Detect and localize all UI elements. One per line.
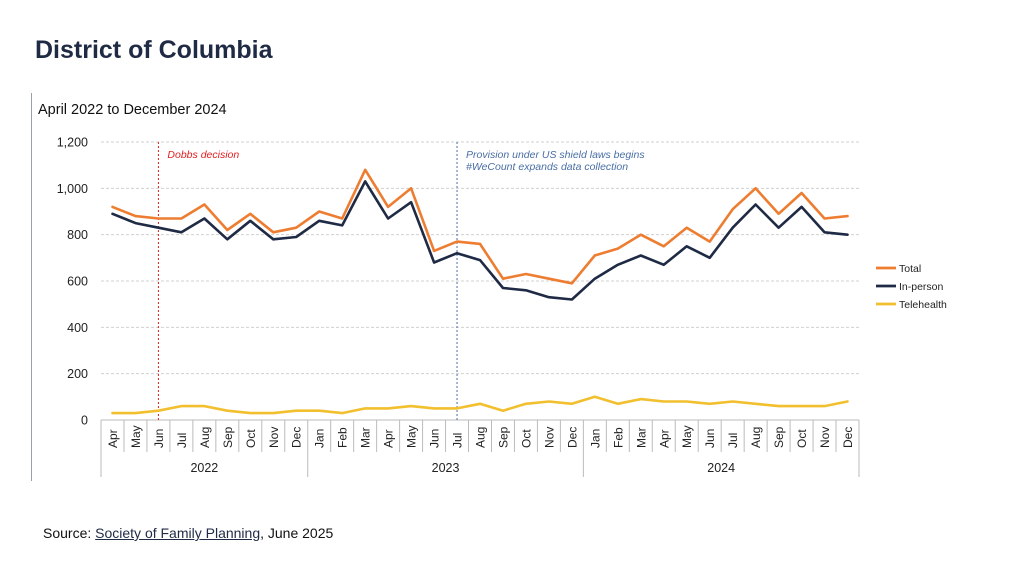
x-tick-label: Dec [290, 427, 304, 448]
x-tick-label: Jun [152, 429, 166, 448]
y-tick-label: 0 [81, 414, 88, 428]
source-prefix: Source: [43, 525, 96, 541]
x-tick-label: Aug [749, 427, 763, 448]
source-note: Source: Society of Family Planning, June… [43, 525, 333, 541]
x-tick-label: May [405, 425, 419, 448]
x-tick-label: Aug [198, 427, 212, 448]
year-label: 2024 [707, 461, 735, 475]
annotation-text: #WeCount expands data collection [466, 161, 628, 173]
x-tick-label: Oct [519, 429, 533, 448]
y-tick-label: 1,200 [57, 136, 88, 150]
x-tick-label: Feb [611, 427, 625, 448]
series-line-telehealth [111, 395, 849, 415]
y-tick-label: 800 [67, 228, 88, 242]
x-tick-label: Mar [359, 427, 373, 448]
annotation-text: Provision under US shield laws begins [466, 149, 645, 161]
source-link[interactable]: Society of Family Planning [95, 525, 261, 541]
x-tick-label: Jan [588, 429, 602, 448]
x-tick-label: Jun [703, 429, 717, 448]
x-tick-label: Jul [451, 433, 465, 448]
x-tick-label: Nov [818, 427, 832, 448]
x-tick-label: Apr [382, 429, 396, 448]
chart-frame-line [31, 93, 32, 481]
x-tick-label: Nov [267, 427, 281, 448]
legend-label-inperson: In-person [899, 281, 944, 293]
x-tick-label: Jun [428, 429, 442, 448]
x-tick-label: Dec [565, 427, 579, 448]
year-label: 2022 [190, 461, 218, 475]
x-tick-label: Jul [175, 433, 189, 448]
x-tick-label: Jan [313, 429, 327, 448]
x-tick-label: Oct [244, 429, 258, 448]
x-tick-label: May [680, 425, 694, 448]
y-tick-label: 1,000 [57, 182, 88, 196]
x-tick-label: Feb [336, 427, 350, 448]
series-line-total [111, 168, 849, 285]
chart-title: April 2022 to December 2024 [38, 102, 227, 118]
x-tick-label: Oct [795, 429, 809, 448]
legend-label-telehealth: Telehealth [899, 299, 947, 311]
y-tick-label: 200 [67, 367, 88, 381]
page-title: District of Columbia [35, 36, 273, 64]
y-tick-label: 600 [67, 275, 88, 289]
x-tick-label: Apr [657, 429, 671, 448]
annotation-text: Dobbs decision [167, 149, 239, 161]
x-tick-label: Sep [772, 426, 786, 448]
x-tick-label: Sep [496, 426, 510, 448]
x-tick-label: Sep [221, 426, 235, 448]
x-tick-label: Mar [634, 427, 648, 448]
year-label: 2023 [432, 461, 460, 475]
x-tick-label: Jul [726, 433, 740, 448]
source-suffix: , June 2025 [260, 525, 334, 541]
x-tick-label: Dec [841, 427, 855, 448]
x-tick-label: Aug [474, 427, 488, 448]
x-tick-label: Apr [106, 429, 120, 448]
y-tick-label: 400 [67, 321, 88, 335]
x-tick-label: Nov [542, 427, 556, 448]
series-line-inperson [111, 180, 849, 301]
legend-label-total: Total [899, 263, 921, 275]
x-tick-label: May [129, 425, 143, 448]
